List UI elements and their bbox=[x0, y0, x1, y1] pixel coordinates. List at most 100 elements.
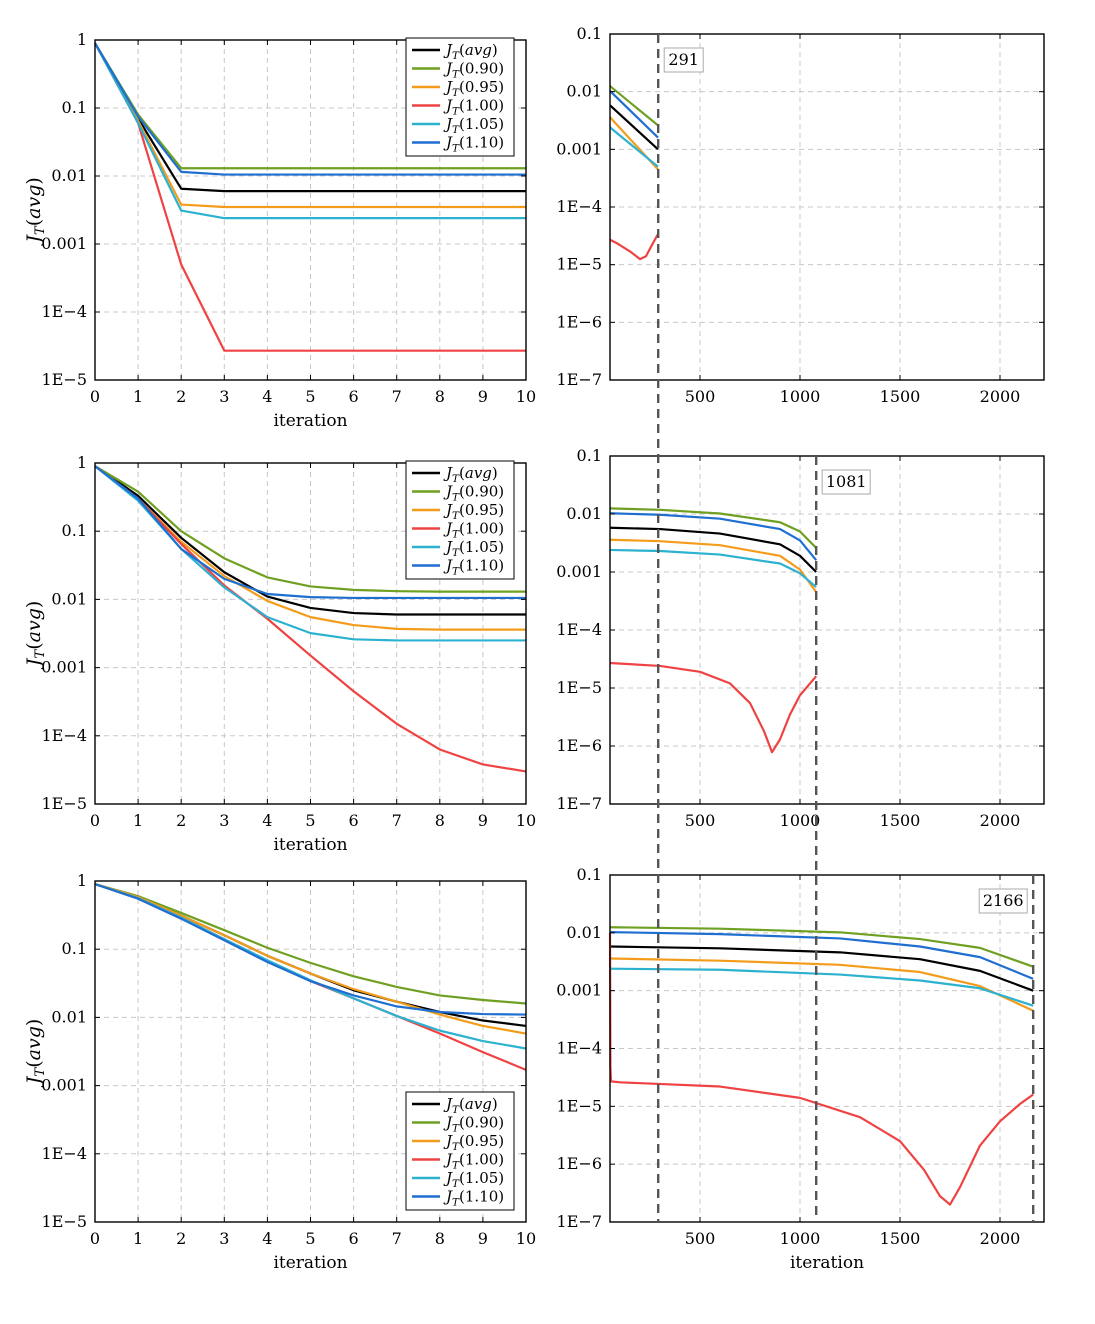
legend-label: JT(0.95) bbox=[443, 501, 504, 522]
marker-label-box bbox=[821, 469, 871, 495]
legend-label: JT(1.10) bbox=[443, 134, 504, 155]
x-tick-label: 10 bbox=[516, 387, 536, 406]
series-group bbox=[94, 42, 526, 352]
series-group bbox=[608, 926, 1034, 1206]
x-tick-label: 10 bbox=[516, 1229, 536, 1248]
x-tick-label: 2000 bbox=[980, 387, 1021, 406]
x-axis-label: iteration bbox=[273, 411, 347, 431]
legend: JT(avg)JT(0.90)JT(0.95)JT(1.00)JT(1.05)J… bbox=[405, 460, 515, 580]
x-tick-label: 7 bbox=[392, 387, 402, 406]
legend-label: JT(0.95) bbox=[443, 78, 504, 99]
x-tick-label: 5 bbox=[305, 1229, 315, 1248]
y-tick-label: 0.1 bbox=[577, 865, 602, 884]
legend-label: JT(avg) bbox=[443, 41, 498, 62]
legend-label: JT(0.95) bbox=[443, 1132, 504, 1153]
y-tick-label: 0.001 bbox=[556, 562, 602, 581]
y-tick-label: 0.001 bbox=[41, 1076, 87, 1095]
series-line-0-90 bbox=[94, 883, 527, 1005]
x-tick-label: 500 bbox=[685, 811, 716, 830]
series-group bbox=[94, 465, 527, 773]
series-line-1-00 bbox=[94, 465, 527, 773]
chart-panel-4: 500 1000 1500 2000 0.1 0.01 0.001 1E−4 1E−5 1E−6 1… bbox=[556, 446, 1045, 830]
x-tick-label: 7 bbox=[392, 811, 402, 830]
x-tick-label: 0 bbox=[90, 387, 100, 406]
chart-panel-1: 0 1 2 3 4 5 6 7 8 9 10 1 0.1 0.01 0.001 1E−4 1E−5 iterati… bbox=[23, 30, 536, 431]
series-line-0-95 bbox=[609, 957, 1034, 1012]
y-tick-label: 0.1 bbox=[62, 98, 87, 117]
marker-label-box bbox=[978, 888, 1028, 914]
marker-label-box bbox=[663, 47, 704, 73]
y-tick-label: 1E−5 bbox=[557, 1096, 602, 1115]
series-line-1-05 bbox=[609, 548, 817, 588]
y-tick-label: 1E−5 bbox=[42, 794, 87, 813]
x-axis-label: iteration bbox=[790, 1253, 864, 1273]
y-tick-label: 1E−7 bbox=[557, 370, 602, 389]
chart-panel-2: 500 1000 1500 2000 0.1 0.01 0.001 1E−4 1E−5 1E−6 1… bbox=[556, 24, 1045, 406]
series-line-1-10 bbox=[609, 930, 1034, 980]
x-tick-label: 9 bbox=[478, 811, 488, 830]
y-tick-label: 1E−4 bbox=[42, 1144, 87, 1163]
x-tick-label: 1000 bbox=[780, 387, 821, 406]
x-tick-label: 3 bbox=[219, 1229, 229, 1248]
x-tick-label: 500 bbox=[685, 387, 716, 406]
y-tick-label: 0.01 bbox=[566, 82, 602, 101]
series-line-0-95 bbox=[94, 42, 526, 209]
legend-label: JT(0.90) bbox=[443, 1114, 504, 1135]
series-line-avg bbox=[609, 945, 1034, 992]
chart-panel-6: 500 1000 1500 2000 0.1 0.01 0.001 1E−4 1E−5 1E−6 1… bbox=[556, 865, 1045, 1273]
y-tick-label: 1E−5 bbox=[42, 1212, 87, 1231]
x-tick-label: 3 bbox=[219, 811, 229, 830]
legend-label: JT(avg) bbox=[443, 464, 498, 485]
series-line-1-05 bbox=[94, 42, 526, 220]
y-tick-label: 1E−6 bbox=[557, 312, 602, 331]
y-tick-label: 0.1 bbox=[577, 446, 602, 465]
series-line-1-05 bbox=[609, 126, 659, 168]
series-line-1-00 bbox=[94, 42, 526, 352]
marker-label: 2166 bbox=[983, 891, 1024, 910]
y-axis-label: JT(avg) bbox=[23, 177, 48, 247]
series-group bbox=[609, 85, 659, 261]
x-tick-label: 0 bbox=[90, 1229, 100, 1248]
x-tick-label: 9 bbox=[478, 1229, 488, 1248]
y-tick-label: 1E−5 bbox=[557, 678, 602, 697]
y-tick-label: 1E−5 bbox=[42, 370, 87, 389]
series-group bbox=[609, 507, 818, 754]
x-tick-label: 2 bbox=[176, 811, 186, 830]
marker-label: 1081 bbox=[826, 472, 867, 491]
legend-label: JT(1.05) bbox=[443, 115, 504, 136]
series-line-0-95 bbox=[609, 538, 818, 593]
y-tick-label: 0.1 bbox=[577, 24, 602, 43]
legend-box bbox=[405, 37, 515, 157]
series-group bbox=[94, 883, 527, 1071]
legend-label: JT(0.90) bbox=[443, 483, 504, 504]
marker-label: 291 bbox=[668, 50, 699, 69]
x-tick-label: 1000 bbox=[780, 1229, 821, 1248]
grid bbox=[610, 874, 1044, 1223]
x-tick-label: 5 bbox=[305, 811, 315, 830]
y-tick-label: 1E−6 bbox=[557, 736, 602, 755]
x-tick-label: 4 bbox=[262, 811, 272, 830]
x-tick-label: 1500 bbox=[880, 387, 921, 406]
series-line-avg bbox=[94, 465, 526, 616]
series-line-0-90 bbox=[609, 85, 659, 127]
series-line-avg bbox=[609, 104, 659, 151]
y-tick-label: 1E−7 bbox=[557, 1212, 602, 1231]
chart-panel-3: 0 1 2 3 4 5 6 7 8 9 10 1 0.1 0.01 0.001 1E−4 1E−5 iterati… bbox=[23, 453, 536, 855]
legend-label: JT(1.05) bbox=[443, 538, 504, 559]
x-tick-label: 6 bbox=[349, 1229, 359, 1248]
x-axis-label: iteration bbox=[273, 835, 347, 855]
series-line-1-10 bbox=[609, 512, 818, 561]
y-tick-label: 0.01 bbox=[51, 166, 87, 185]
x-tick-label: 5 bbox=[305, 387, 315, 406]
x-tick-label: 7 bbox=[392, 1229, 402, 1248]
marker-connectors bbox=[657, 34, 1035, 1222]
x-axis-label: iteration bbox=[273, 1253, 347, 1273]
x-tick-label: 1 bbox=[133, 811, 143, 830]
y-tick-label: 1 bbox=[77, 453, 87, 472]
y-tick-label: 0.001 bbox=[556, 981, 602, 1000]
series-line-0-90 bbox=[94, 42, 526, 170]
series-line-avg bbox=[609, 526, 817, 573]
y-tick-label: 0.001 bbox=[41, 658, 87, 677]
y-tick-label: 1E−4 bbox=[42, 302, 87, 321]
